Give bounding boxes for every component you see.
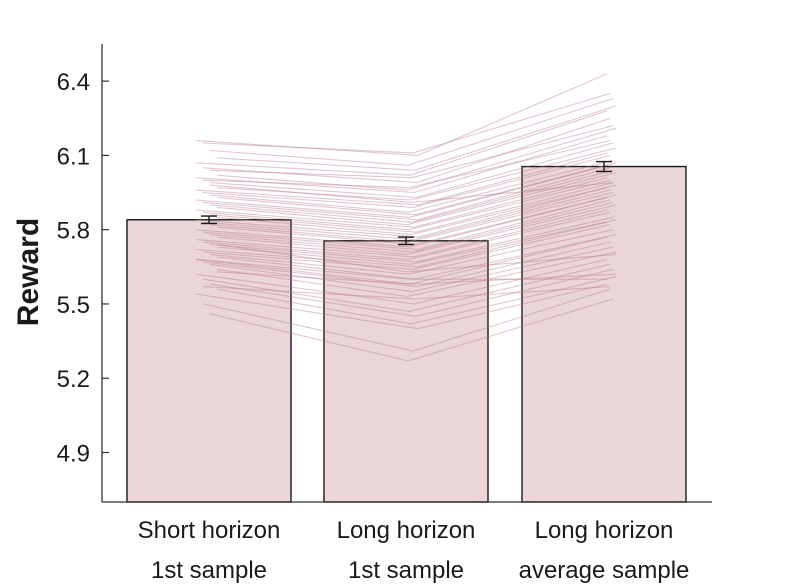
individual-line — [202, 286, 611, 300]
individual-line — [195, 164, 608, 218]
bars — [126, 165, 687, 503]
individual-line — [195, 152, 608, 206]
individual-line — [216, 184, 617, 236]
individual-line — [216, 234, 617, 280]
individual-line — [195, 110, 608, 176]
individual-line — [195, 221, 608, 268]
individual-line — [216, 243, 617, 273]
individual-line — [216, 271, 617, 285]
individual-line — [209, 268, 614, 317]
x-tick-label: Long horizon — [535, 517, 674, 544]
individual-line — [202, 179, 611, 231]
individual-line — [209, 125, 614, 179]
individual-line — [209, 229, 614, 275]
individual-line — [195, 283, 608, 330]
individual-line — [209, 97, 614, 166]
y-tick-label: 6.1 — [57, 143, 90, 170]
individual-line — [202, 263, 611, 312]
individual-line — [195, 177, 608, 228]
individual-line — [209, 191, 614, 243]
individual-line — [216, 105, 617, 171]
individual-line — [209, 159, 614, 213]
x-tick-label: 1st sample — [151, 557, 267, 584]
individual-line — [209, 298, 614, 362]
individual-line — [216, 194, 617, 246]
y-tick-label: 6.4 — [57, 69, 90, 96]
individual-line — [216, 219, 617, 265]
individual-line — [202, 117, 611, 184]
individual-line — [195, 187, 608, 238]
individual-line — [209, 246, 614, 293]
individual-line — [209, 201, 614, 253]
x-tick-label: Long horizon — [337, 517, 476, 544]
individual-line — [195, 73, 608, 156]
individual-line — [202, 189, 611, 241]
individual-line — [209, 182, 614, 203]
individual-line — [195, 236, 608, 285]
individual-line — [216, 204, 617, 255]
x-tick-label: Short horizon — [138, 517, 281, 544]
y-axis-ticks: 4.9 5.2 5.5 5.8 6.1 6.4 — [57, 69, 109, 467]
individual-line — [202, 154, 611, 208]
individual-line — [202, 241, 611, 288]
x-tick-label: 1st sample — [348, 557, 464, 584]
individual-line — [202, 140, 611, 189]
x-category-labels: Short horizon 1st sample Long horizon 1st s… — [138, 517, 690, 584]
individual-line — [209, 182, 614, 233]
bar — [521, 165, 687, 503]
individual-line — [216, 251, 617, 298]
individual-line — [195, 196, 608, 248]
individual-line — [209, 142, 614, 199]
individual-line — [216, 172, 617, 226]
y-tick-label: 5.8 — [57, 218, 90, 245]
individual-lines — [195, 73, 617, 362]
y-tick-label: 4.9 — [57, 440, 90, 467]
y-tick-label: 5.2 — [57, 366, 90, 393]
bar — [323, 240, 489, 503]
individual-line — [202, 167, 611, 221]
individual-line — [202, 211, 611, 260]
individual-line — [209, 169, 614, 223]
individual-line — [195, 258, 607, 280]
individual-line — [202, 92, 611, 154]
individual-line — [195, 258, 608, 305]
individual-line — [202, 288, 611, 352]
individual-line — [195, 209, 608, 258]
individual-line — [195, 135, 608, 194]
y-tick-label: 5.5 — [57, 292, 90, 319]
individual-line — [202, 199, 611, 251]
axes — [101, 44, 712, 503]
individual-line — [216, 127, 617, 191]
x-tick-label: average sample — [519, 557, 690, 584]
individual-line — [216, 276, 617, 325]
individual-line — [216, 147, 617, 201]
individual-line — [209, 216, 614, 263]
y-axis-label: Reward — [12, 218, 45, 326]
error-bars — [201, 160, 612, 246]
individual-line — [216, 162, 617, 216]
individual-line — [202, 224, 611, 270]
